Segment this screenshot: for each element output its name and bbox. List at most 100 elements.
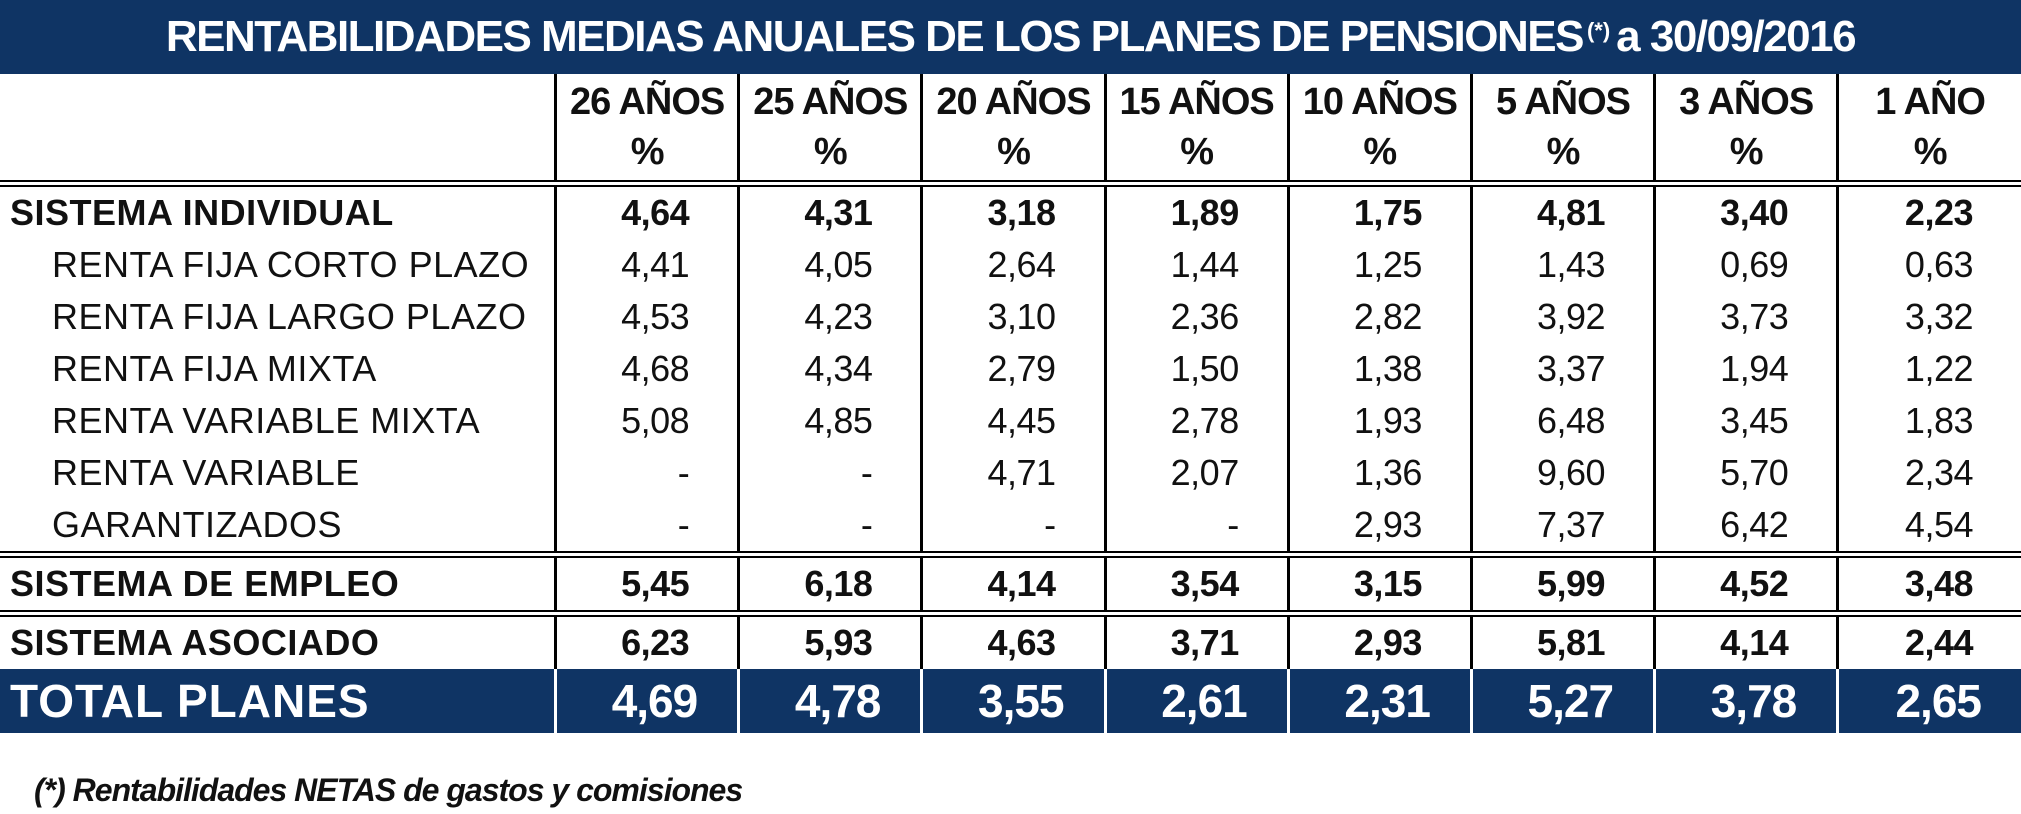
value-cell: 1,25 bbox=[1286, 239, 1472, 291]
value-cell: 3,32 bbox=[1836, 291, 2021, 343]
column-header: 26 AÑOS% bbox=[554, 74, 739, 184]
value-cell: 6,48 bbox=[1469, 395, 1655, 447]
row-label: RENTA VARIABLE bbox=[52, 452, 360, 493]
table-row: RENTA FIJA MIXTA 4,68 4,34 2,79 1,50 1,3… bbox=[0, 343, 2021, 395]
returns-table: 26 AÑOS% 25 AÑOS% 20 AÑOS% 15 AÑOS% 10 A… bbox=[0, 74, 2021, 733]
row-label: RENTA VARIABLE MIXTA bbox=[52, 400, 481, 441]
value-cell: 0,63 bbox=[1836, 239, 2021, 291]
value-cell: 1,83 bbox=[1836, 395, 2021, 447]
column-header: 20 AÑOS% bbox=[920, 74, 1106, 184]
value-cell: 6,18 bbox=[737, 554, 922, 614]
value-cell: 2,78 bbox=[1103, 395, 1289, 447]
value-cell: 1,38 bbox=[1286, 343, 1472, 395]
value-cell: 6,23 bbox=[554, 613, 739, 669]
value-cell: - bbox=[737, 499, 922, 555]
value-cell: 4,54 bbox=[1836, 499, 2021, 555]
value-cell: 9,60 bbox=[1469, 447, 1655, 499]
value-cell: 2,82 bbox=[1286, 291, 1472, 343]
value-cell: 3,54 bbox=[1103, 554, 1289, 614]
value-cell: 4,68 bbox=[554, 343, 739, 395]
header-empty-cell bbox=[0, 74, 556, 184]
column-header: 10 AÑOS% bbox=[1286, 74, 1472, 184]
value-cell: 2,34 bbox=[1836, 447, 2021, 499]
header-row: 26 AÑOS% 25 AÑOS% 20 AÑOS% 15 AÑOS% 10 A… bbox=[0, 74, 2021, 184]
value-cell: 1,43 bbox=[1469, 239, 1655, 291]
total-value-cell: 3,55 bbox=[920, 669, 1106, 733]
value-cell: - bbox=[920, 499, 1106, 555]
value-cell: 1,44 bbox=[1103, 239, 1289, 291]
row-label: RENTA FIJA CORTO PLAZO bbox=[52, 244, 530, 285]
value-cell: 4,34 bbox=[737, 343, 922, 395]
row-label: SISTEMA ASOCIADO bbox=[10, 622, 380, 663]
value-cell: 1,93 bbox=[1286, 395, 1472, 447]
value-cell: 2,23 bbox=[1836, 183, 2021, 239]
table-row: SISTEMA INDIVIDUAL 4,64 4,31 3,18 1,89 1… bbox=[0, 183, 2021, 239]
value-cell: 4,53 bbox=[554, 291, 739, 343]
value-cell: - bbox=[554, 499, 739, 555]
value-cell: 4,71 bbox=[920, 447, 1106, 499]
value-cell: 2,79 bbox=[920, 343, 1106, 395]
value-cell: 3,45 bbox=[1653, 395, 1838, 447]
value-cell: 5,08 bbox=[554, 395, 739, 447]
value-cell: 4,52 bbox=[1653, 554, 1838, 614]
row-label: SISTEMA INDIVIDUAL bbox=[10, 192, 394, 233]
value-cell: 4,45 bbox=[920, 395, 1106, 447]
value-cell: 6,42 bbox=[1653, 499, 1838, 555]
value-cell: - bbox=[1103, 499, 1289, 555]
value-cell: 2,36 bbox=[1103, 291, 1289, 343]
table-row: RENTA VARIABLE MIXTA 5,08 4,85 4,45 2,78… bbox=[0, 395, 2021, 447]
value-cell: 4,14 bbox=[1653, 613, 1838, 669]
total-value-cell: 2,61 bbox=[1103, 669, 1289, 733]
value-cell: 3,18 bbox=[920, 183, 1106, 239]
value-cell: 5,99 bbox=[1469, 554, 1655, 614]
value-cell: 4,14 bbox=[920, 554, 1106, 614]
table-row: RENTA FIJA LARGO PLAZO 4,53 4,23 3,10 2,… bbox=[0, 291, 2021, 343]
value-cell: 2,07 bbox=[1103, 447, 1289, 499]
value-cell: 4,85 bbox=[737, 395, 922, 447]
total-value-cell: 2,65 bbox=[1836, 669, 2021, 733]
footnote: (*) Rentabilidades NETAS de gastos y com… bbox=[34, 772, 743, 808]
row-label: GARANTIZADOS bbox=[52, 504, 343, 545]
title-date: a 30/09/2016 bbox=[1616, 12, 1856, 61]
table-title: RENTABILIDADES MEDIAS ANUALES DE LOS PLA… bbox=[0, 0, 2021, 74]
value-cell: 2,64 bbox=[920, 239, 1106, 291]
value-cell: 5,45 bbox=[554, 554, 739, 614]
value-cell: 5,81 bbox=[1469, 613, 1655, 669]
column-header: 25 AÑOS% bbox=[737, 74, 922, 184]
total-value-cell: 4,69 bbox=[554, 669, 739, 733]
value-cell: 3,48 bbox=[1836, 554, 2021, 614]
value-cell: 4,05 bbox=[737, 239, 922, 291]
value-cell: 4,64 bbox=[554, 183, 739, 239]
row-label: RENTA FIJA MIXTA bbox=[52, 348, 377, 389]
value-cell: 4,63 bbox=[920, 613, 1106, 669]
value-cell: 2,93 bbox=[1286, 499, 1472, 555]
title-footnote-mark: (*) bbox=[1586, 18, 1611, 43]
row-label: SISTEMA DE EMPLEO bbox=[10, 563, 400, 604]
table-row: RENTA VARIABLE - - 4,71 2,07 1,36 9,60 5… bbox=[0, 447, 2021, 499]
value-cell: 5,70 bbox=[1653, 447, 1838, 499]
value-cell: 4,31 bbox=[737, 183, 922, 239]
value-cell: 4,81 bbox=[1469, 183, 1655, 239]
value-cell: 1,22 bbox=[1836, 343, 2021, 395]
value-cell: 1,36 bbox=[1286, 447, 1472, 499]
table-row: SISTEMA DE EMPLEO 5,45 6,18 4,14 3,54 3,… bbox=[0, 554, 2021, 614]
title-text: RENTABILIDADES MEDIAS ANUALES DE LOS PLA… bbox=[165, 12, 1585, 61]
table-row: GARANTIZADOS - - - - 2,93 7,37 6,42 4,54 bbox=[0, 499, 2021, 555]
value-cell: 1,94 bbox=[1653, 343, 1838, 395]
column-header: 5 AÑOS% bbox=[1469, 74, 1655, 184]
value-cell: 7,37 bbox=[1469, 499, 1655, 555]
column-header: 3 AÑOS% bbox=[1653, 74, 1838, 184]
table-row: RENTA FIJA CORTO PLAZO 4,41 4,05 2,64 1,… bbox=[0, 239, 2021, 291]
total-value-cell: 2,31 bbox=[1286, 669, 1472, 733]
value-cell: 2,93 bbox=[1286, 613, 1472, 669]
total-row: TOTAL PLANES 4,69 4,78 3,55 2,61 2,31 5,… bbox=[0, 669, 2021, 733]
value-cell: 4,23 bbox=[737, 291, 922, 343]
table-row: SISTEMA ASOCIADO 6,23 5,93 4,63 3,71 2,9… bbox=[0, 613, 2021, 669]
value-cell: 3,37 bbox=[1469, 343, 1655, 395]
total-value-cell: 4,78 bbox=[737, 669, 922, 733]
value-cell: 1,89 bbox=[1103, 183, 1289, 239]
column-header: 1 AÑO% bbox=[1836, 74, 2021, 184]
value-cell: 1,50 bbox=[1103, 343, 1289, 395]
total-label: TOTAL PLANES bbox=[0, 669, 556, 733]
value-cell: 3,10 bbox=[920, 291, 1106, 343]
